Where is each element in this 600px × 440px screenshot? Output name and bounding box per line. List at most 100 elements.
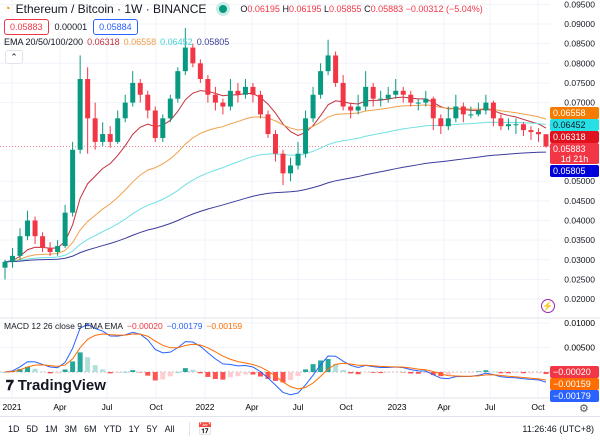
range-button-5y[interactable]: 5Y bbox=[146, 423, 158, 434]
candle bbox=[528, 126, 534, 140]
candle bbox=[393, 79, 399, 99]
buy-button[interactable]: 0.05884 bbox=[93, 19, 138, 35]
candle-body bbox=[2, 261, 8, 268]
time-tick-label: 2022 bbox=[196, 402, 215, 412]
candle bbox=[318, 63, 324, 99]
range-button-6m[interactable]: 6M bbox=[84, 423, 97, 434]
candle bbox=[190, 43, 196, 68]
candle bbox=[483, 94, 489, 115]
macd-signal-value: −0.00159 bbox=[206, 321, 243, 331]
price-tick-label: 0.04000 bbox=[564, 216, 595, 226]
range-button-1y[interactable]: 1Y bbox=[128, 423, 140, 434]
chart-canvas[interactable]: 0.09500 0.09000 0.08500 0.08000 0.07500 0.070… bbox=[0, 0, 600, 416]
settings-gear-icon[interactable]: ⚙ bbox=[579, 403, 589, 415]
macd-histogram-bar bbox=[250, 372, 256, 375]
candle-body bbox=[498, 118, 504, 127]
candle bbox=[257, 90, 263, 119]
candle bbox=[355, 94, 361, 115]
macd-histogram-bar bbox=[62, 369, 68, 372]
candle bbox=[130, 71, 136, 107]
candle bbox=[333, 51, 339, 87]
candle-body bbox=[212, 94, 218, 103]
tradingview-logo[interactable]: 𝟕 TradingView bbox=[6, 377, 106, 394]
candle-body bbox=[145, 94, 151, 111]
macd-histogram-bar bbox=[70, 361, 76, 372]
candle bbox=[310, 86, 316, 123]
candle bbox=[55, 240, 61, 256]
tradingview-logo-icon: 𝟕 bbox=[6, 377, 14, 393]
candle-body bbox=[32, 220, 38, 237]
candle-body bbox=[25, 220, 31, 237]
collapse-legend-button[interactable]: ⌃ bbox=[5, 50, 23, 64]
range-button-ytd[interactable]: YTD bbox=[103, 423, 122, 434]
candle-body bbox=[40, 236, 46, 249]
candle-body bbox=[235, 90, 241, 95]
ema-legend-label[interactable]: EMA 20/50/100/200 bbox=[4, 37, 84, 47]
symbol-title[interactable]: Ethereum / Bitcoin · 1W · BINANCE bbox=[15, 2, 207, 16]
candle-body bbox=[197, 63, 203, 80]
candle-body bbox=[325, 55, 331, 72]
ema200-price-tag: 0.05805 bbox=[550, 165, 599, 177]
lightning-icon[interactable]: ⚡ bbox=[541, 299, 555, 313]
candle bbox=[220, 98, 226, 115]
candle bbox=[490, 100, 496, 127]
price-tick-label: 0.03000 bbox=[564, 255, 595, 265]
candle bbox=[85, 67, 91, 154]
macd-histogram-bar bbox=[460, 372, 466, 373]
calendar-goto-icon[interactable]: 📅 bbox=[188, 421, 213, 436]
candle-body bbox=[92, 118, 98, 142]
candle-body bbox=[167, 98, 173, 119]
time-tick-label: Jul bbox=[102, 402, 113, 412]
macd-histogram-bar bbox=[17, 368, 23, 372]
candle-body bbox=[205, 79, 211, 95]
symbol-header: ◔ Ethereum / Bitcoin · 1W · BINANCE O0.0… bbox=[4, 2, 483, 16]
macd-histogram-bar bbox=[47, 372, 53, 374]
candle-body bbox=[520, 124, 526, 131]
time-tick-label: Oct bbox=[531, 402, 545, 412]
price-tick-label: 0.05000 bbox=[564, 176, 595, 186]
quote-row: 0.05883 0.00001 0.05884 bbox=[4, 19, 138, 35]
range-button-5d[interactable]: 5D bbox=[26, 423, 39, 434]
ema100-value: 0.06452 bbox=[160, 37, 193, 47]
clock[interactable]: 11:26:46 (UTC+8) bbox=[522, 423, 594, 434]
candle bbox=[17, 228, 23, 260]
macd-line-tag: −0.00179 bbox=[550, 390, 599, 402]
range-button-3m[interactable]: 3M bbox=[64, 423, 78, 434]
macd-histogram-bar bbox=[325, 359, 331, 372]
candle-body bbox=[363, 86, 369, 107]
candle bbox=[423, 90, 429, 107]
ema20-price-tag: 0.06318 bbox=[550, 131, 599, 143]
range-button-1d[interactable]: 1D bbox=[8, 423, 20, 434]
range-button-all[interactable]: All bbox=[164, 423, 175, 434]
candle-body bbox=[348, 106, 354, 111]
candle-body bbox=[355, 106, 361, 111]
macd-histogram-bar bbox=[393, 372, 399, 373]
range-buttons: 1D 5D 1M 3M 6M YTD 1Y 5Y All bbox=[8, 424, 175, 434]
candle bbox=[415, 98, 421, 111]
candle-body bbox=[535, 132, 541, 135]
candle bbox=[288, 157, 294, 182]
ohlc-values: O0.06195 H0.06195 L0.05855 C0.05883 −0.0… bbox=[240, 4, 483, 14]
macd-legend-label[interactable]: MACD 12 26 close 9 EMA EMA bbox=[4, 321, 124, 331]
range-button-1m[interactable]: 1M bbox=[45, 423, 58, 434]
macd-histogram-bar bbox=[295, 372, 301, 377]
candle bbox=[543, 134, 549, 148]
candle-body bbox=[265, 114, 271, 135]
candle-body bbox=[273, 134, 278, 154]
sell-button[interactable]: 0.05883 bbox=[4, 19, 49, 35]
price-tick-label: 0.02500 bbox=[564, 274, 595, 284]
candle-body bbox=[513, 124, 519, 126]
candle bbox=[47, 242, 53, 256]
macd-histogram-bar bbox=[40, 371, 46, 373]
candle bbox=[505, 118, 511, 131]
candle bbox=[520, 122, 526, 137]
macd-histogram-bar bbox=[513, 372, 519, 373]
macd-line bbox=[4, 323, 547, 396]
candle-body bbox=[17, 236, 23, 256]
macd-histogram-bar bbox=[355, 372, 361, 375]
macd-histogram-bar bbox=[265, 372, 271, 379]
macd-histogram-bar bbox=[475, 371, 481, 372]
time-tick-label: Apr bbox=[437, 402, 450, 412]
time-tick-label: 2021 bbox=[3, 402, 22, 412]
candle bbox=[468, 106, 474, 119]
